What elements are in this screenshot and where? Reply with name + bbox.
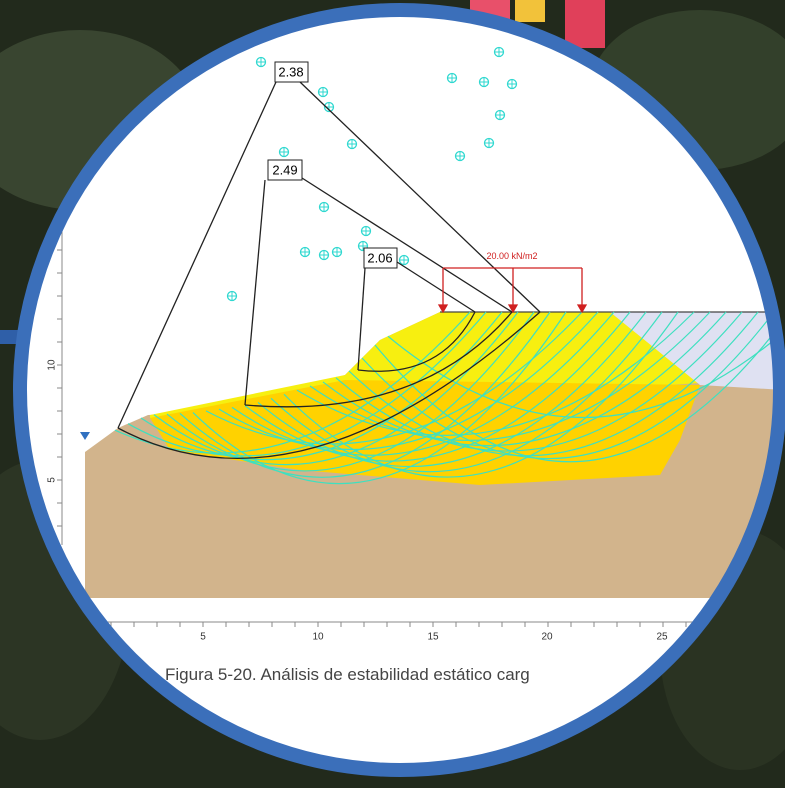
slip-surface xyxy=(218,311,599,451)
center-cross xyxy=(485,139,493,147)
slip-surface xyxy=(205,311,583,445)
load xyxy=(437,267,588,314)
center-marker xyxy=(323,101,335,113)
arrow-head xyxy=(576,304,588,314)
slip-surface xyxy=(166,311,535,472)
center-marker xyxy=(299,246,311,258)
center-cross xyxy=(362,227,370,235)
center-cross xyxy=(508,80,516,88)
arrow-head xyxy=(437,304,449,314)
center-marker xyxy=(398,254,410,266)
slip-surface xyxy=(244,311,631,462)
center-cross xyxy=(480,78,488,86)
circle-frame xyxy=(13,3,785,777)
load-label: 20.00 kN/m2 xyxy=(486,251,537,261)
slip-surface xyxy=(348,311,759,457)
center-cross xyxy=(333,248,341,256)
center-marker xyxy=(493,46,505,58)
center-marker xyxy=(346,138,358,150)
ticks xyxy=(57,249,779,627)
slip-surface xyxy=(127,311,487,457)
safety-factor: 2.06 xyxy=(367,250,392,265)
center-marker xyxy=(494,109,506,121)
radius-line xyxy=(396,261,476,313)
center-marker xyxy=(506,78,518,90)
center-marker xyxy=(318,201,330,213)
x-tick-label: 25 xyxy=(656,632,668,643)
slip-surface xyxy=(270,311,663,473)
y-tick-label: 10 xyxy=(47,359,58,371)
caption: Figura 5-20. Análisis de estabilidad est… xyxy=(165,665,530,684)
slip-surface xyxy=(335,311,743,452)
center-marker xyxy=(226,290,238,302)
figure: 2.38 2.49 2.06 20.00 kN/m2 5 10 15 20 25… xyxy=(47,46,780,684)
label-box xyxy=(267,159,303,181)
arc xyxy=(117,311,541,459)
radius-line xyxy=(244,179,266,406)
slip-surface xyxy=(387,311,780,419)
center-marker xyxy=(360,225,372,237)
safety-factor: 2.38 xyxy=(278,64,303,79)
center-marker xyxy=(255,56,267,68)
center-cross xyxy=(495,48,503,56)
y-tick-label: 5 xyxy=(47,477,58,483)
slip-surface xyxy=(153,311,519,466)
slip-surface xyxy=(309,311,711,442)
x-tick-label: 5 xyxy=(200,632,206,643)
slip-surface xyxy=(231,311,615,456)
slip-surface xyxy=(192,311,567,485)
center-marker xyxy=(454,150,466,162)
center-cross xyxy=(280,148,288,156)
label-boxes xyxy=(267,61,398,269)
critical-surfaces xyxy=(117,81,541,459)
center-marker xyxy=(278,146,290,158)
center-marker xyxy=(483,137,495,149)
radius-line xyxy=(299,81,541,313)
arc xyxy=(244,311,513,408)
center-marker xyxy=(446,72,458,84)
radius-line xyxy=(117,81,277,429)
center-cross xyxy=(400,256,408,264)
safety-factor: 2.49 xyxy=(272,162,297,177)
center-cross xyxy=(448,74,456,82)
center-cross xyxy=(320,203,328,211)
slip-surface xyxy=(257,311,647,468)
center-cross xyxy=(257,58,265,66)
label-box xyxy=(274,61,309,83)
center-marker xyxy=(318,249,330,261)
slip-surface xyxy=(361,311,775,460)
arc xyxy=(357,311,476,372)
center-cross xyxy=(319,88,327,96)
slip-surface xyxy=(322,311,727,447)
x-tick-label: 10 xyxy=(312,632,324,643)
slip-surface xyxy=(374,311,780,463)
label-box xyxy=(363,247,398,269)
arrow-head xyxy=(507,304,519,314)
center-marker xyxy=(478,76,490,88)
center-cross xyxy=(301,248,309,256)
center-marker xyxy=(317,86,329,98)
center-cross xyxy=(456,152,464,160)
x-tick-label: 20 xyxy=(541,632,553,643)
slip-surface xyxy=(140,311,503,461)
center-marker xyxy=(331,246,343,258)
water-marker xyxy=(80,432,90,440)
radius-line xyxy=(357,267,366,371)
center-marker xyxy=(357,240,369,252)
center-cross xyxy=(348,140,356,148)
center-cross xyxy=(496,111,504,119)
center-cross xyxy=(320,251,328,259)
centers xyxy=(226,46,518,302)
center-cross xyxy=(359,242,367,250)
slip-surface xyxy=(179,311,551,478)
slip-surface xyxy=(296,311,695,436)
center-cross xyxy=(228,292,236,300)
radius-line xyxy=(301,177,513,313)
x-tick-label: 15 xyxy=(427,632,439,643)
